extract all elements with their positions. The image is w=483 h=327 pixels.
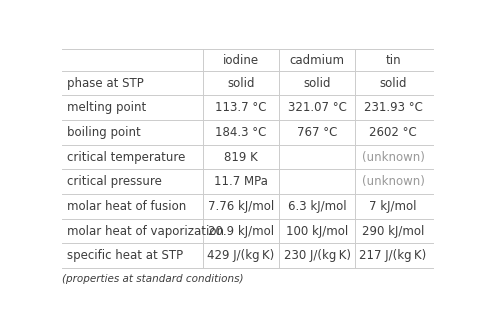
Text: 11.7 MPa: 11.7 MPa bbox=[214, 175, 268, 188]
Text: 113.7 °C: 113.7 °C bbox=[215, 101, 267, 114]
Text: 7.76 kJ/mol: 7.76 kJ/mol bbox=[208, 200, 274, 213]
Text: solid: solid bbox=[379, 77, 407, 90]
Text: 321.07 °C: 321.07 °C bbox=[287, 101, 346, 114]
Text: 767 °C: 767 °C bbox=[297, 126, 337, 139]
Text: 230 J/(kg K): 230 J/(kg K) bbox=[284, 249, 351, 262]
Text: specific heat at STP: specific heat at STP bbox=[67, 249, 183, 262]
Text: (properties at standard conditions): (properties at standard conditions) bbox=[62, 274, 244, 284]
Text: 231.93 °C: 231.93 °C bbox=[364, 101, 423, 114]
Text: iodine: iodine bbox=[223, 54, 259, 66]
Text: cadmium: cadmium bbox=[289, 54, 344, 66]
Text: melting point: melting point bbox=[67, 101, 146, 114]
Text: 6.3 kJ/mol: 6.3 kJ/mol bbox=[288, 200, 346, 213]
Text: 217 J/(kg K): 217 J/(kg K) bbox=[359, 249, 426, 262]
Text: 20.9 kJ/mol: 20.9 kJ/mol bbox=[208, 225, 274, 238]
Text: 184.3 °C: 184.3 °C bbox=[215, 126, 267, 139]
Text: 429 J/(kg K): 429 J/(kg K) bbox=[207, 249, 275, 262]
Text: 100 kJ/mol: 100 kJ/mol bbox=[286, 225, 348, 238]
Text: boiling point: boiling point bbox=[67, 126, 141, 139]
Text: phase at STP: phase at STP bbox=[67, 77, 143, 90]
Text: critical temperature: critical temperature bbox=[67, 150, 185, 164]
Text: 290 kJ/mol: 290 kJ/mol bbox=[362, 225, 424, 238]
Text: tin: tin bbox=[385, 54, 401, 66]
Text: solid: solid bbox=[303, 77, 331, 90]
Text: 7 kJ/mol: 7 kJ/mol bbox=[369, 200, 417, 213]
Text: (unknown): (unknown) bbox=[362, 175, 425, 188]
Text: molar heat of fusion: molar heat of fusion bbox=[67, 200, 186, 213]
Text: 2602 °C: 2602 °C bbox=[369, 126, 417, 139]
Text: solid: solid bbox=[227, 77, 255, 90]
Text: (unknown): (unknown) bbox=[362, 150, 425, 164]
Text: 819 K: 819 K bbox=[224, 150, 258, 164]
Text: critical pressure: critical pressure bbox=[67, 175, 162, 188]
Text: molar heat of vaporization: molar heat of vaporization bbox=[67, 225, 224, 238]
